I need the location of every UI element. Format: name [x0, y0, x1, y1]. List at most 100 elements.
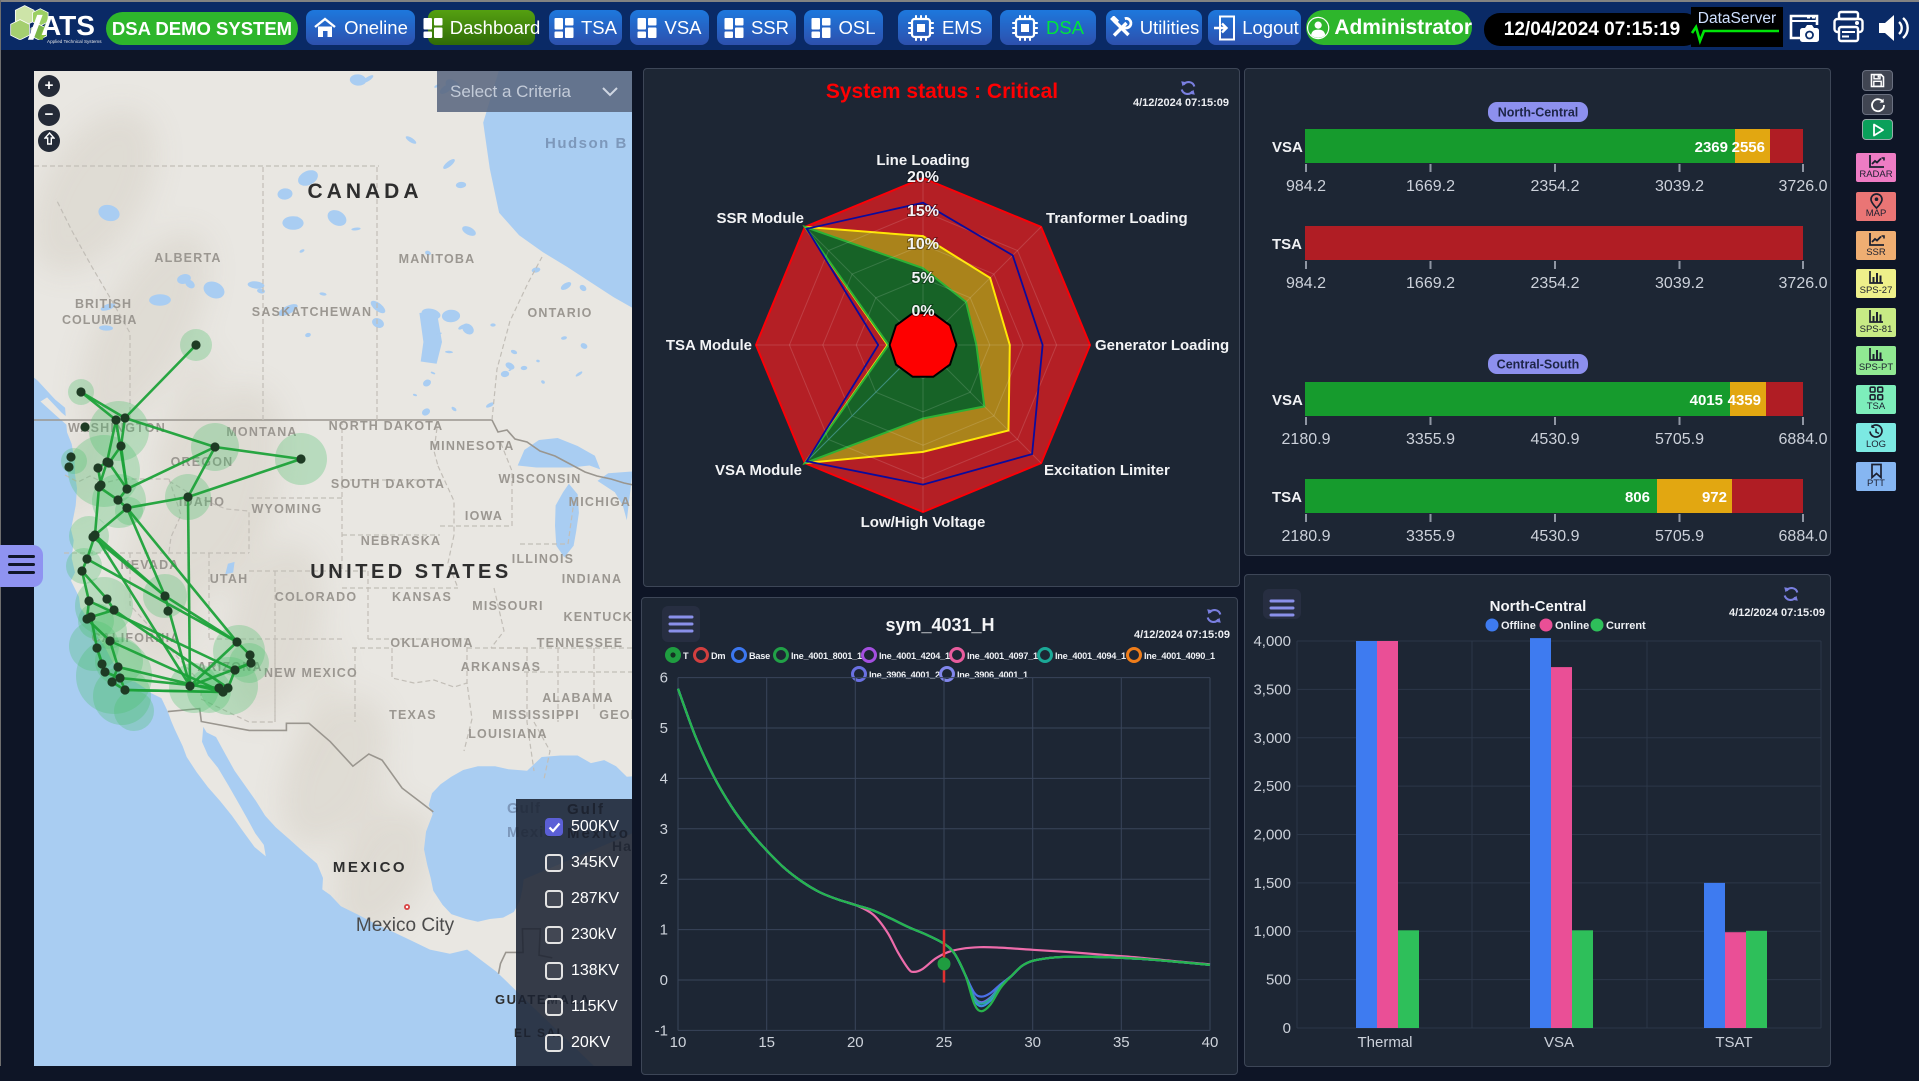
svg-text:Hudson B: Hudson B [545, 135, 628, 152]
svg-text:OKLAHOMA: OKLAHOMA [390, 636, 473, 650]
svg-text:3,500: 3,500 [1253, 681, 1291, 698]
svg-text:North-Central: North-Central [1490, 598, 1587, 615]
svg-text:Online: Online [1555, 620, 1589, 632]
svg-text:ALBERTA: ALBERTA [154, 251, 221, 265]
svg-text:Generator Loading: Generator Loading [1095, 337, 1229, 354]
svg-text:COLUMBIA: COLUMBIA [62, 313, 137, 327]
svg-text:SASKATCHEWAN: SASKATCHEWAN [252, 305, 372, 319]
svg-text:4/12/2024 07:15:09: 4/12/2024 07:15:09 [1133, 97, 1229, 109]
svg-text:TSAT: TSAT [1715, 1034, 1752, 1051]
svg-text:NEW MEXICO: NEW MEXICO [264, 666, 358, 680]
svg-text:lne_4001_8001_1: lne_4001_8001_1 [791, 651, 862, 661]
svg-text:Tranformer Loading: Tranformer Loading [1046, 210, 1188, 227]
svg-text:INDIANA: INDIANA [562, 572, 622, 586]
svg-text:COLORADO: COLORADO [275, 590, 358, 604]
svg-text:0%: 0% [911, 303, 934, 320]
svg-text:MISSOURI: MISSOURI [472, 599, 543, 613]
svg-text:3,000: 3,000 [1253, 730, 1291, 747]
svg-text:TENNESSEE: TENNESSEE [537, 636, 624, 650]
svg-text:NEBRASKA: NEBRASKA [361, 534, 441, 548]
svg-text:Mexico City: Mexico City [356, 915, 455, 936]
svg-text:2556: 2556 [1732, 139, 1765, 156]
svg-text:984.2: 984.2 [1286, 275, 1326, 292]
svg-text:25: 25 [936, 1034, 953, 1051]
svg-text:2,000: 2,000 [1253, 827, 1291, 844]
svg-text:3355.9: 3355.9 [1406, 431, 1455, 448]
svg-text:5: 5 [660, 720, 668, 737]
svg-text:ARKANSAS: ARKANSAS [461, 660, 541, 674]
svg-text:1669.2: 1669.2 [1406, 275, 1455, 292]
svg-text:MISSISSIPPI: MISSISSIPPI [492, 708, 580, 722]
svg-text:System status : Critical: System status : Critical [826, 80, 1058, 103]
svg-text:CANADA: CANADA [308, 180, 423, 203]
svg-text:Offline: Offline [1501, 620, 1536, 632]
svg-text:IOWA: IOWA [465, 509, 503, 523]
svg-text:4359: 4359 [1728, 392, 1761, 409]
svg-text:lne_4001_4090_1: lne_4001_4090_1 [1144, 651, 1215, 661]
svg-text:3039.2: 3039.2 [1655, 275, 1704, 292]
svg-text:-1: -1 [655, 1022, 668, 1039]
svg-text:4530.9: 4530.9 [1531, 528, 1580, 545]
svg-text:Low/High Voltage: Low/High Voltage [861, 514, 986, 531]
svg-text:SSR Module: SSR Module [716, 210, 804, 227]
svg-text:VSA: VSA [1544, 1034, 1574, 1051]
svg-text:sym_4031_H: sym_4031_H [885, 615, 994, 635]
svg-text:4,000: 4,000 [1253, 633, 1291, 650]
svg-text:5705.9: 5705.9 [1655, 528, 1704, 545]
svg-text:WYOMING: WYOMING [252, 502, 323, 516]
svg-text:TEXAS: TEXAS [389, 708, 437, 722]
svg-text:MEXICO: MEXICO [333, 859, 407, 876]
svg-text:WISCONSIN: WISCONSIN [498, 472, 581, 486]
svg-text:lne_3906_4001_2: lne_3906_4001_2 [869, 670, 940, 680]
svg-text:1: 1 [660, 922, 668, 939]
svg-text:6884.0: 6884.0 [1779, 528, 1828, 545]
svg-text:4/12/2024 07:15:09: 4/12/2024 07:15:09 [1729, 607, 1825, 619]
svg-text:1,000: 1,000 [1253, 923, 1291, 940]
svg-text:LOUISIANA: LOUISIANA [468, 727, 548, 741]
svg-text:Excitation Limiter: Excitation Limiter [1044, 462, 1170, 479]
svg-text:VSA: VSA [1272, 139, 1303, 156]
svg-text:4: 4 [660, 770, 668, 787]
svg-text:0: 0 [660, 972, 668, 989]
svg-text:3726.0: 3726.0 [1779, 275, 1828, 292]
svg-text:Thermal: Thermal [1357, 1034, 1412, 1051]
svg-text:4015: 4015 [1690, 392, 1723, 409]
svg-text:MONTANA: MONTANA [226, 425, 297, 439]
svg-text:10: 10 [670, 1034, 687, 1051]
svg-text:lne_4001_4097_1: lne_4001_4097_1 [967, 651, 1038, 661]
svg-text:5%: 5% [911, 270, 934, 287]
svg-text:3355.9: 3355.9 [1406, 528, 1455, 545]
svg-text:0: 0 [1283, 1020, 1291, 1037]
svg-text:10%: 10% [907, 236, 939, 253]
svg-text:OREGON: OREGON [171, 455, 234, 469]
svg-text:984.2: 984.2 [1286, 178, 1326, 195]
svg-text:15: 15 [758, 1034, 775, 1051]
svg-text:BRITISH: BRITISH [75, 297, 132, 311]
svg-text:Current: Current [1606, 620, 1646, 632]
svg-text:35: 35 [1113, 1034, 1130, 1051]
svg-text:lne_4001_4204_1: lne_4001_4204_1 [879, 651, 950, 661]
svg-text:SOUTH DAKOTA: SOUTH DAKOTA [331, 477, 445, 491]
svg-text:KANSAS: KANSAS [392, 590, 452, 604]
svg-text:1669.2: 1669.2 [1406, 178, 1455, 195]
svg-text:20: 20 [847, 1034, 864, 1051]
svg-text:500: 500 [1266, 972, 1291, 989]
svg-text:VSA Module: VSA Module [715, 462, 802, 479]
svg-text:Dm: Dm [711, 651, 725, 661]
svg-text:DataServer: DataServer [1698, 10, 1776, 27]
svg-text:806: 806 [1625, 489, 1650, 506]
svg-text:TSA: TSA [1272, 489, 1302, 506]
svg-text:T: T [683, 651, 689, 661]
svg-text:2180.9: 2180.9 [1282, 431, 1331, 448]
svg-text:lne_3906_4001_1: lne_3906_4001_1 [957, 670, 1028, 680]
svg-text:20%: 20% [907, 169, 939, 186]
svg-text:ILLINOIS: ILLINOIS [512, 552, 574, 566]
svg-text:Base: Base [749, 651, 770, 661]
svg-text:3: 3 [660, 821, 668, 838]
svg-text:ONTARIO: ONTARIO [527, 306, 592, 320]
svg-text:5705.9: 5705.9 [1655, 431, 1704, 448]
svg-text:GEORGIA: GEORGIA [599, 708, 632, 722]
svg-text:3726.0: 3726.0 [1779, 178, 1828, 195]
svg-text:MANITOBA: MANITOBA [399, 252, 476, 266]
